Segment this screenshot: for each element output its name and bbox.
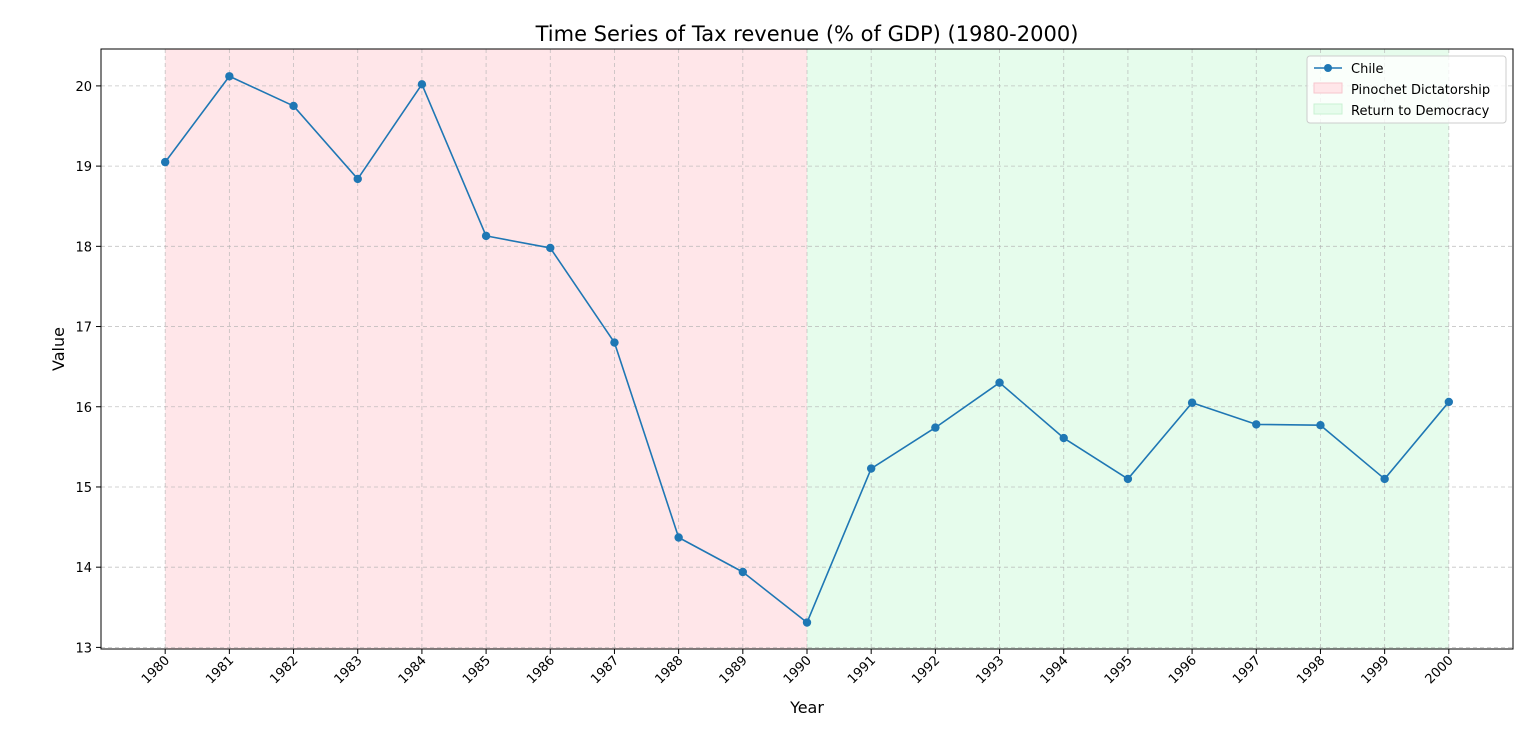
data-point	[674, 533, 683, 542]
x-tick-label: 1981	[203, 653, 237, 687]
x-tick-label: 1996	[1166, 653, 1200, 687]
y-tick-label: 16	[75, 401, 92, 416]
data-point	[1252, 420, 1261, 429]
data-point	[289, 101, 298, 111]
chart-title: Time Series of Tax revenue (% of GDP) (1…	[535, 22, 1079, 46]
y-tick-label: 13	[75, 641, 92, 656]
legend-marker-chile	[1324, 64, 1332, 72]
legend-label-democracy: Return to Democracy	[1351, 104, 1490, 119]
grid	[101, 49, 1513, 649]
plot-frame	[100, 48, 1514, 650]
x-tick-label: 1980	[139, 653, 173, 687]
x-tick-label: 1993	[973, 653, 1007, 687]
x-tick-label: 1998	[1294, 653, 1328, 687]
x-tick-label: 2000	[1423, 653, 1457, 687]
data-point	[1059, 433, 1068, 443]
shaded-region-0	[165, 49, 807, 649]
data-point	[417, 80, 427, 89]
data-point	[931, 423, 940, 432]
y-axis-title: Value	[49, 327, 68, 371]
data-point	[160, 157, 170, 167]
shaded-region-1	[807, 49, 1449, 649]
x-tick-label: 1995	[1102, 653, 1136, 687]
y-tick-label: 17	[75, 321, 92, 336]
y-tick-label: 20	[75, 80, 92, 95]
data-point	[738, 567, 748, 577]
x-tick-label: 1990	[781, 653, 815, 687]
data-point	[353, 174, 362, 184]
data-point	[546, 243, 555, 253]
shaded-regions	[165, 49, 1449, 649]
legend-label-pinochet: Pinochet Dictatorship	[1351, 83, 1490, 98]
data-point	[802, 618, 812, 627]
data-point	[866, 464, 876, 473]
x-tick-label: 1992	[909, 653, 943, 687]
legend-swatch-pinochet	[1313, 82, 1343, 94]
x-tick-label: 1984	[396, 653, 430, 687]
y-axis: 13 14 15 16 17 18 19 20	[75, 80, 101, 656]
data-point	[1444, 397, 1454, 407]
data-point	[1187, 398, 1197, 407]
data-point	[1316, 421, 1325, 430]
x-tick-label: 1985	[460, 653, 494, 687]
x-tick-label: 1983	[332, 653, 366, 687]
x-axis-title: Year	[789, 698, 824, 717]
data-point	[610, 338, 619, 347]
data-point	[995, 378, 1004, 387]
series-points	[160, 72, 1454, 627]
x-axis: 1980 1981 1982 1983 1984 1985 1986 1987 1988 1989…	[139, 649, 1457, 687]
data-point	[1123, 474, 1133, 484]
x-tick-label: 1987	[588, 653, 622, 687]
x-tick-label: 1997	[1230, 653, 1264, 687]
y-tick-label: 18	[75, 240, 92, 255]
data-point	[1380, 474, 1389, 484]
y-tick-label: 15	[75, 481, 92, 496]
x-tick-label: 1989	[717, 653, 751, 687]
x-tick-label: 1991	[845, 653, 879, 687]
data-point	[225, 72, 234, 81]
legend-label-chile: Chile	[1351, 62, 1384, 77]
x-tick-label: 1986	[524, 653, 558, 687]
y-tick-label: 14	[75, 561, 92, 576]
x-tick-label: 1994	[1038, 653, 1072, 687]
legend-box	[1306, 55, 1507, 124]
x-tick-label: 1988	[652, 653, 686, 687]
legend: Chile Pinochet Dictatorship Return to De…	[1306, 55, 1507, 124]
legend-swatch-democracy	[1313, 103, 1343, 115]
x-tick-label: 1999	[1358, 653, 1392, 687]
x-tick-label: 1982	[267, 653, 301, 687]
y-tick-label: 19	[75, 160, 92, 175]
data-point	[481, 231, 491, 241]
